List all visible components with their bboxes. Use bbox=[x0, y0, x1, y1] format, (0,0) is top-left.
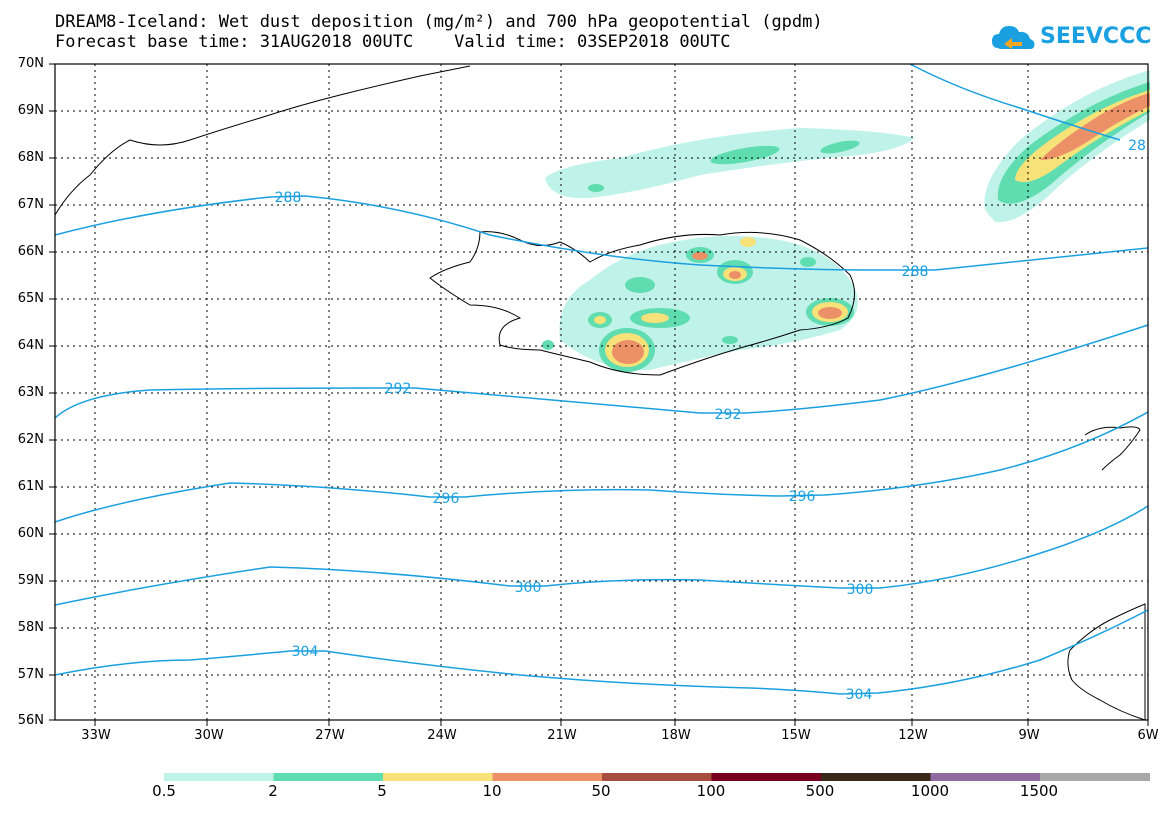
geopotential-contours bbox=[54, 63, 1149, 695]
lat-label: 66N bbox=[17, 244, 44, 259]
lat-label: 60N bbox=[17, 526, 44, 541]
contour-288 bbox=[54, 195, 1149, 271]
lon-label: 33W bbox=[81, 728, 111, 743]
lat-label: 63N bbox=[17, 385, 44, 400]
contour-label-group: 288 288 28 292 292 296 296 300 300 304 3… bbox=[275, 138, 1146, 703]
map-title-line2: Forecast base time: 31AUG2018 00UTC Vali… bbox=[55, 32, 731, 52]
legend-swatch bbox=[711, 773, 822, 781]
lat-label: 61N bbox=[17, 479, 44, 494]
lat-label: 69N bbox=[17, 103, 44, 118]
legend-label: 1000 bbox=[910, 782, 950, 800]
lon-label: 15W bbox=[781, 728, 811, 743]
legend-label: 2 bbox=[268, 782, 278, 800]
lat-label: 57N bbox=[17, 667, 44, 682]
lat-label: 68N bbox=[17, 150, 44, 165]
contour-label: 28 bbox=[1128, 138, 1146, 154]
lat-label: 70N bbox=[17, 56, 44, 71]
map-frame bbox=[54, 63, 1149, 721]
legend-label: 1500 bbox=[1019, 782, 1059, 800]
contour-label: 296 bbox=[433, 491, 460, 507]
contour-28x bbox=[909, 63, 1121, 141]
legend-swatch bbox=[273, 773, 384, 781]
legend-swatch bbox=[1040, 773, 1150, 781]
lat-label: 62N bbox=[17, 432, 44, 447]
legend-label: 50 bbox=[591, 782, 611, 800]
legend-swatch bbox=[930, 773, 1041, 781]
lon-label: 27W bbox=[315, 728, 345, 743]
legend-label: 100 bbox=[696, 782, 726, 800]
legend-label: 10 bbox=[482, 782, 502, 800]
legend-label: 0.5 bbox=[152, 782, 176, 800]
lat-label: 67N bbox=[17, 197, 44, 212]
legend-swatch bbox=[164, 773, 274, 781]
lat-label: 64N bbox=[17, 338, 44, 353]
graticule bbox=[55, 64, 1148, 720]
contour-label: 292 bbox=[715, 407, 742, 423]
legend-swatch bbox=[821, 773, 931, 781]
contour-label: 288 bbox=[275, 190, 302, 206]
axis-ticks bbox=[49, 63, 1149, 726]
lat-label: 59N bbox=[17, 573, 44, 588]
lon-label: 6W bbox=[1137, 728, 1159, 743]
contour-label: 304 bbox=[846, 687, 873, 703]
lon-label: 24W bbox=[427, 728, 457, 743]
contour-label: 296 bbox=[789, 489, 816, 505]
lon-label: 30W bbox=[194, 728, 224, 743]
lat-label: 56N bbox=[17, 713, 44, 728]
greenland-coast bbox=[54, 65, 471, 216]
lat-label: 58N bbox=[17, 620, 44, 635]
contour-292 bbox=[54, 324, 1149, 419]
contour-296 bbox=[54, 411, 1149, 523]
logo-text: SEEVCCC bbox=[1040, 24, 1152, 49]
lat-label: 65N bbox=[17, 291, 44, 306]
lon-label: 12W bbox=[898, 728, 928, 743]
seevccc-logo: SEEVCCC bbox=[990, 18, 1152, 58]
contour-label: 300 bbox=[515, 580, 542, 596]
iceland-coast bbox=[429, 231, 855, 376]
legend-label: 500 bbox=[805, 782, 835, 800]
lon-label: 9W bbox=[1018, 728, 1040, 743]
contour-label: 288 bbox=[902, 264, 929, 280]
faroe-coast bbox=[1084, 426, 1141, 471]
legend-label: 5 bbox=[377, 782, 387, 800]
map-title-line1: DREAM8-Iceland: Wet dust deposition (mg/… bbox=[55, 12, 823, 32]
contour-label: 304 bbox=[292, 644, 319, 660]
contour-300 bbox=[54, 505, 1149, 606]
legend-swatch bbox=[492, 773, 603, 781]
contour-label: 300 bbox=[847, 582, 874, 598]
lon-label: 18W bbox=[661, 728, 691, 743]
contour-304 bbox=[54, 609, 1149, 695]
lon-label: 21W bbox=[547, 728, 577, 743]
contour-label: 292 bbox=[385, 381, 412, 397]
legend-swatch bbox=[383, 773, 493, 781]
legend-colorbar bbox=[164, 773, 1150, 781]
coastlines bbox=[54, 65, 1146, 721]
legend-swatch bbox=[602, 773, 712, 781]
cloud-icon bbox=[992, 26, 1035, 49]
scotland-coast bbox=[1067, 603, 1146, 721]
dust-deposition-field bbox=[542, 70, 1150, 372]
